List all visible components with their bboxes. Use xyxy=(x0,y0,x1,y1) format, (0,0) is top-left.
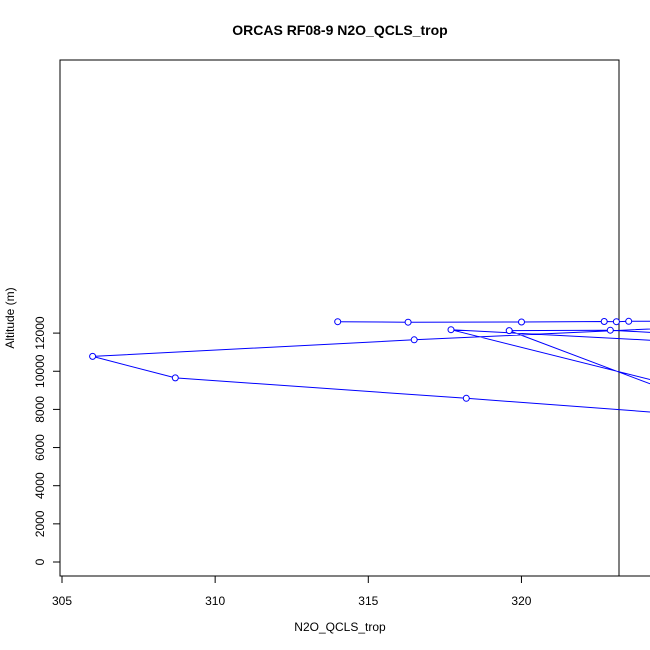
x-tick-label: 310 xyxy=(205,594,225,608)
y-tick-label: 4000 xyxy=(33,472,47,499)
data-point xyxy=(171,374,179,382)
x-axis: 305310315320325330 xyxy=(52,575,650,608)
data-point xyxy=(600,318,608,325)
x-axis-label: N2O_QCLS_trop xyxy=(294,620,386,634)
x-tick-label: 315 xyxy=(358,594,378,608)
data-point xyxy=(612,318,620,326)
series-line xyxy=(92,320,650,413)
x-tick-label: 305 xyxy=(52,594,72,608)
data-point xyxy=(447,326,455,334)
x-tick-label: 320 xyxy=(511,594,531,608)
y-axis: 0 2000 4000 6000 8000 10000 12000 xyxy=(33,316,61,565)
chart-title: ORCAS RF08-9 N2O_QCLS_trop xyxy=(232,22,447,38)
data-point xyxy=(404,318,412,326)
data-point xyxy=(334,318,342,326)
data-point xyxy=(410,336,418,344)
data-point xyxy=(606,326,614,334)
plot-frame xyxy=(59,59,620,577)
data-point xyxy=(462,394,470,402)
y-tick-label: 8000 xyxy=(33,396,47,423)
data-point xyxy=(518,318,525,326)
data-point xyxy=(625,317,633,325)
y-tick-label: 0 xyxy=(33,558,47,565)
y-tick-label: 2000 xyxy=(33,510,47,537)
y-tick-label: 6000 xyxy=(33,434,47,461)
y-tick-label: 10000 xyxy=(33,354,47,388)
data-point xyxy=(89,352,97,360)
y-axis-label: Altitude (m) xyxy=(3,287,17,348)
data-points xyxy=(89,317,633,402)
data-point xyxy=(505,327,513,335)
y-tick-label: 12000 xyxy=(33,316,47,350)
